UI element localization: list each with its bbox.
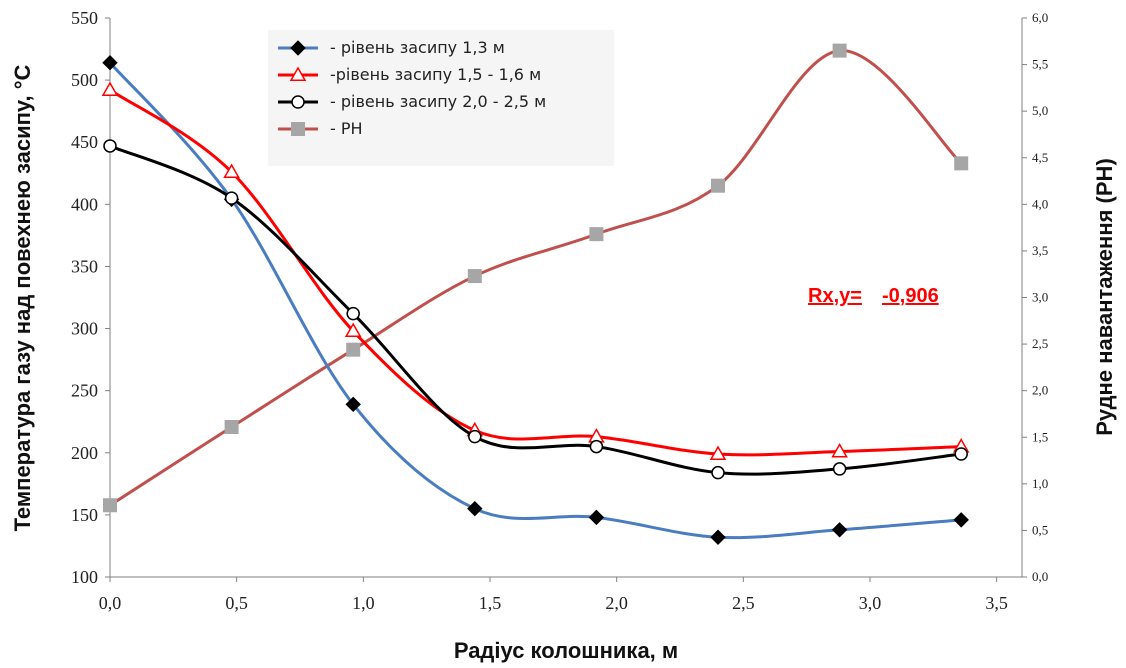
y-left-tick-label: 150 <box>71 505 98 525</box>
y-right-tick-label: 2,0 <box>1032 383 1048 398</box>
y-left-tick-label: 500 <box>71 70 98 90</box>
legend-marker <box>291 122 305 136</box>
y-right-tick-label: 5,5 <box>1032 57 1048 72</box>
y-left-tick-label: 200 <box>71 443 98 463</box>
correlation-value: -0,906 <box>882 285 939 307</box>
data-point <box>224 420 239 435</box>
series-group <box>103 139 968 480</box>
y-axis-title-left: Температура газу над повехнею засипу, °С <box>10 64 35 531</box>
data-point <box>832 43 847 58</box>
data-point <box>954 447 968 461</box>
legend-marker <box>291 95 305 109</box>
data-point <box>954 156 969 171</box>
series-line <box>108 144 963 476</box>
legend-marker <box>290 40 306 56</box>
data-point <box>346 342 361 357</box>
legend-label: - рівень засипу 1,3 м <box>330 38 505 57</box>
series-group <box>101 81 970 461</box>
y-right-tick-label: 3,5 <box>1032 243 1048 258</box>
x-tick-label: 0,5 <box>225 593 248 613</box>
data-point <box>223 163 240 179</box>
legend-label: -рівень засипу 1,5 - 1,6 м <box>330 65 541 84</box>
data-point <box>831 443 848 458</box>
x-tick-label: 1,0 <box>352 593 375 613</box>
x-tick-label: 2,5 <box>732 593 755 613</box>
x-tick-label: 3,0 <box>859 593 882 613</box>
y-right-tick-label: 1,0 <box>1032 476 1048 491</box>
x-tick-label: 0,0 <box>99 593 122 613</box>
series-line <box>108 61 963 540</box>
data-point <box>710 529 726 545</box>
data-point <box>467 500 483 517</box>
data-point <box>103 139 117 153</box>
y-left-tick-label: 550 <box>71 8 98 28</box>
y-left-tick-label: 300 <box>71 319 98 339</box>
data-point <box>101 81 119 97</box>
data-point <box>832 462 847 476</box>
data-point <box>346 306 360 321</box>
y-right-tick-label: 0,0 <box>1032 569 1048 584</box>
y-left-tick-label: 250 <box>71 381 98 401</box>
data-point <box>831 522 848 538</box>
legend-marker <box>289 66 307 81</box>
data-point <box>709 445 727 461</box>
y-right-tick-label: 0,5 <box>1032 522 1048 537</box>
y-right-tick-label: 4,0 <box>1032 196 1048 211</box>
data-point <box>589 227 604 242</box>
x-tick-label: 3,5 <box>985 593 1008 613</box>
series-group <box>102 55 969 545</box>
correlation-annotation: Rx,y= -0,906 <box>808 285 939 307</box>
correlation-label: Rx,y= <box>808 285 862 307</box>
data-point <box>711 178 725 193</box>
series-group <box>103 43 969 513</box>
legend-label: - рівень засипу 2,0 - 2,5 м <box>330 92 546 111</box>
data-point <box>953 512 969 528</box>
data-point <box>589 439 604 454</box>
y-left-tick-label: 400 <box>71 194 98 214</box>
data-point <box>588 509 605 526</box>
y-axis-title-right: Рудне навантаження (РН) <box>1092 158 1117 436</box>
data-point <box>224 191 239 205</box>
y-left-tick-label: 100 <box>71 567 98 587</box>
y-right-tick-label: 2,5 <box>1032 336 1048 351</box>
y-right-tick-label: 4,5 <box>1032 150 1048 165</box>
y-left-tick-label: 350 <box>71 256 98 276</box>
data-point <box>344 322 362 338</box>
y-left-tick-label: 450 <box>71 132 98 152</box>
data-point <box>467 269 482 284</box>
x-tick-label: 2,0 <box>605 593 628 613</box>
data-point <box>102 55 118 71</box>
data-point <box>103 498 117 513</box>
data-point <box>345 396 361 413</box>
x-tick-label: 1,5 <box>479 593 502 613</box>
legend-box <box>268 30 614 166</box>
series-line <box>108 88 963 457</box>
legend-label: - РН <box>330 119 363 138</box>
data-point <box>468 429 482 444</box>
y-right-tick-label: 5,0 <box>1032 103 1048 118</box>
y-right-tick-label: 6,0 <box>1032 10 1048 25</box>
data-point <box>711 465 725 480</box>
y-right-tick-label: 1,5 <box>1032 429 1048 444</box>
x-axis-title: Радіус колошника, м <box>454 638 678 663</box>
y-right-tick-label: 3,0 <box>1032 290 1048 305</box>
